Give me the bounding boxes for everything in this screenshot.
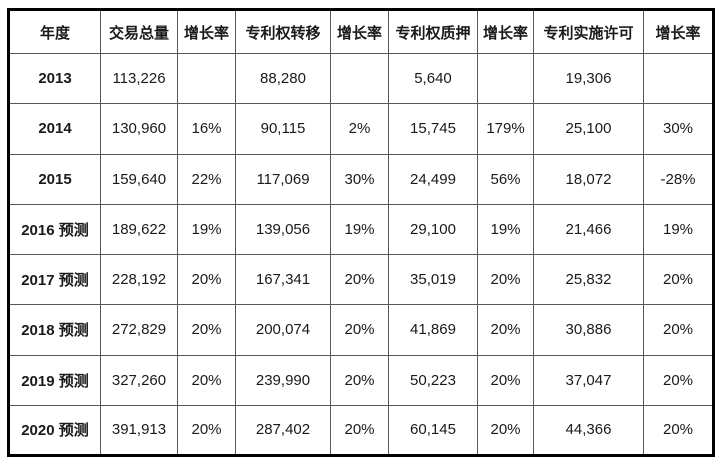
data-cell: 20%	[330, 253, 389, 306]
data-cell: 41,869	[388, 304, 478, 356]
data-cell: 30%	[330, 153, 389, 205]
column-header-7: 专利实施许可	[533, 9, 644, 54]
data-cell: 25,832	[533, 253, 644, 306]
data-cell: 130,960	[100, 103, 178, 155]
column-header-3: 专利权转移	[235, 9, 331, 54]
data-cell: 167,341	[235, 253, 331, 306]
table-row: 2018 预测 272,829 20% 200,074 20% 41,869 20% 30,8…	[8, 304, 714, 356]
header-row: 年度 交易总量 增长率 专利权转移 增长率 专利权质押 增长率 专利实施许可 增长率	[8, 9, 714, 54]
row-year-cell: 2020 预测	[8, 404, 101, 457]
data-cell: 20%	[330, 354, 389, 406]
data-cell: 20%	[330, 304, 389, 356]
data-cell: 391,913	[100, 404, 178, 457]
data-cell: 50,223	[388, 354, 478, 406]
data-cell: 20%	[177, 304, 236, 356]
data-cell: 24,499	[388, 153, 478, 205]
data-cell: 60,145	[388, 404, 478, 457]
data-cell: 15,745	[388, 103, 478, 155]
data-cell: 20%	[477, 304, 534, 356]
data-cell: 159,640	[100, 153, 178, 205]
table-row: 2019 预测 327,260 20% 239,990 20% 50,223 20% 37,0…	[8, 354, 714, 406]
data-cell: 20%	[477, 253, 534, 306]
data-cell: 25,100	[533, 103, 644, 155]
data-cell: 189,622	[100, 203, 178, 256]
data-cell: 20%	[643, 404, 714, 457]
data-cell: 35,019	[388, 253, 478, 306]
data-cell: 239,990	[235, 354, 331, 406]
column-header-8: 增长率	[643, 9, 714, 54]
data-cell: 139,056	[235, 203, 331, 256]
data-cell: 19,306	[533, 52, 644, 105]
data-cell: 20%	[643, 304, 714, 356]
column-header-5: 专利权质押	[388, 9, 478, 54]
data-cell: 20%	[477, 354, 534, 406]
row-year-cell: 2015	[8, 153, 101, 205]
table-row: 2014 130,960 16% 90,115 2% 15,745 179% 25,100 30…	[8, 103, 714, 155]
data-cell: 21,466	[533, 203, 644, 256]
column-header-2: 增长率	[177, 9, 236, 54]
data-cell: 37,047	[533, 354, 644, 406]
data-cell: 287,402	[235, 404, 331, 457]
table-row: 2013 113,226 88,280 5,640 19,306	[8, 52, 714, 105]
table-row: 2016 预测 189,622 19% 139,056 19% 29,100 19% 21,4…	[8, 203, 714, 256]
data-cell: 19%	[643, 203, 714, 256]
patent-transaction-table: 年度 交易总量 增长率 专利权转移 增长率 专利权质押 增长率 专利实施许可 增长率 2013 1…	[7, 8, 715, 457]
data-cell: 2%	[330, 103, 389, 155]
data-cell: 5,640	[388, 52, 478, 105]
data-cell: 200,074	[235, 304, 331, 356]
data-cell: 19%	[330, 203, 389, 256]
data-cell: 327,260	[100, 354, 178, 406]
data-cell	[643, 52, 714, 105]
data-cell: 30,886	[533, 304, 644, 356]
data-cell: 20%	[643, 253, 714, 306]
data-cell: -28%	[643, 153, 714, 205]
table-row: 2020 预测 391,913 20% 287,402 20% 60,145 20% 44,3…	[8, 404, 714, 457]
data-cell: 30%	[643, 103, 714, 155]
data-cell: 20%	[330, 404, 389, 457]
column-header-1: 交易总量	[100, 9, 178, 54]
data-cell: 18,072	[533, 153, 644, 205]
data-cell: 44,366	[533, 404, 644, 457]
data-cell: 19%	[177, 203, 236, 256]
data-cell: 22%	[177, 153, 236, 205]
data-cell: 19%	[477, 203, 534, 256]
data-cell: 56%	[477, 153, 534, 205]
data-cell: 16%	[177, 103, 236, 155]
data-cell: 88,280	[235, 52, 331, 105]
row-year-cell: 2014	[8, 103, 101, 155]
data-cell	[330, 52, 389, 105]
data-cell: 228,192	[100, 253, 178, 306]
data-cell	[177, 52, 236, 105]
data-cell: 20%	[477, 404, 534, 457]
data-cell: 272,829	[100, 304, 178, 356]
data-cell: 20%	[177, 404, 236, 457]
data-cell: 117,069	[235, 153, 331, 205]
table-row: 2015 159,640 22% 117,069 30% 24,499 56% 18,072-…	[8, 153, 714, 205]
column-header-6: 增长率	[477, 9, 534, 54]
data-cell: 90,115	[235, 103, 331, 155]
data-cell: 179%	[477, 103, 534, 155]
table-row: 2017 预测 228,192 20% 167,341 20% 35,019 20% 25,8…	[8, 253, 714, 306]
data-cell: 20%	[177, 253, 236, 306]
data-cell	[477, 52, 534, 105]
data-cell: 29,100	[388, 203, 478, 256]
data-cell: 113,226	[100, 52, 178, 105]
row-year-cell: 2019 预测	[8, 354, 101, 406]
row-year-cell: 2016 预测	[8, 203, 101, 256]
row-year-cell: 2017 预测	[8, 253, 101, 306]
row-year-cell: 2013	[8, 52, 101, 105]
table-body: 2013 113,226 88,280 5,640 19,306 2014 130,960 1…	[8, 52, 714, 457]
column-header-0: 年度	[8, 9, 101, 54]
data-cell: 20%	[643, 354, 714, 406]
row-year-cell: 2018 预测	[8, 304, 101, 356]
data-cell: 20%	[177, 354, 236, 406]
column-header-4: 增长率	[330, 9, 389, 54]
